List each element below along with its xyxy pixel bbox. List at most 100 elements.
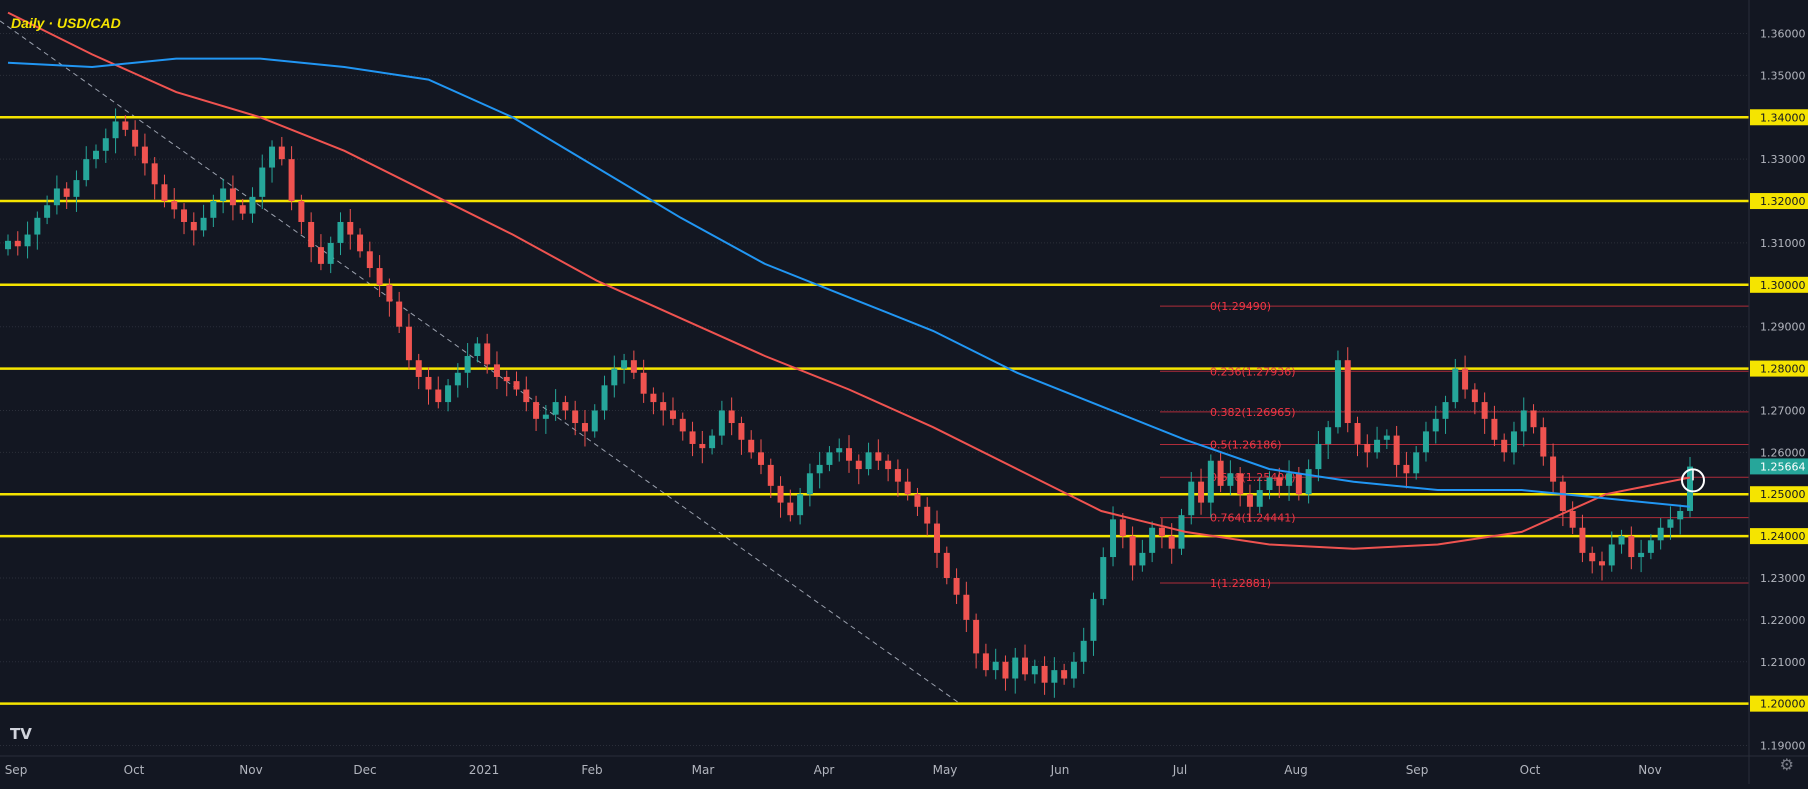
candle-body <box>1559 481 1566 511</box>
fib-level-label: 1(1.22881) <box>1210 577 1271 590</box>
candle-body <box>1246 494 1253 507</box>
time-axis-label: 2021 <box>469 763 500 777</box>
candle-body <box>229 188 236 206</box>
candle-body <box>317 247 324 264</box>
candle-body <box>337 221 344 243</box>
candle-body <box>132 129 139 147</box>
candle-body <box>1266 477 1273 491</box>
price-axis-label: 1.21000 <box>1760 656 1806 669</box>
price-axis-label: 1.32000 <box>1760 195 1806 208</box>
candle-body <box>836 448 843 453</box>
candle-body <box>572 410 579 424</box>
candle-body <box>1677 510 1684 520</box>
candle-body <box>1501 439 1508 453</box>
candle-body <box>1442 402 1449 419</box>
candle-body <box>963 594 970 620</box>
trend-line <box>0 20 961 705</box>
price-axis-label: 1.28000 <box>1760 363 1806 376</box>
candle-body <box>914 494 921 507</box>
candle-body <box>1051 670 1058 683</box>
time-axis-label: Nov <box>239 763 262 777</box>
candle-body <box>1589 552 1596 562</box>
candle-body <box>679 418 686 432</box>
candle-body <box>1374 439 1381 453</box>
candle-body <box>1041 665 1048 683</box>
time-axis-label: Mar <box>692 763 715 777</box>
candle-body <box>1550 456 1557 482</box>
price-level-tag <box>1750 695 1808 712</box>
current-price-label: 1.25664 <box>1760 460 1806 473</box>
time-axis-label: Sep <box>5 763 28 777</box>
price-axis-label: 1.34000 <box>1760 111 1806 124</box>
candle-body <box>797 494 804 516</box>
candle-body <box>826 452 833 465</box>
candle-body <box>904 481 911 495</box>
candle-body <box>1061 670 1068 679</box>
candle-body <box>357 234 364 252</box>
candle-body <box>73 180 80 197</box>
candle-body <box>484 343 491 365</box>
candle-body <box>44 205 51 218</box>
price-level-tag <box>1750 193 1808 210</box>
candle-body <box>1325 427 1332 444</box>
candle-body <box>1305 469 1312 495</box>
candle-body <box>1540 427 1547 457</box>
candle-body <box>269 146 276 168</box>
candle-body <box>611 368 618 386</box>
candle-body <box>327 242 334 264</box>
candle-body <box>53 188 60 206</box>
gear-icon[interactable]: ⚙ <box>1779 755 1794 774</box>
tradingview-logo[interactable]: TV <box>10 725 32 743</box>
candle-body <box>445 385 452 403</box>
candle-body <box>552 402 559 415</box>
fib-level-label: 0.236(1.27936) <box>1210 365 1296 378</box>
price-axis-label: 1.29000 <box>1760 321 1806 334</box>
candle-body <box>581 423 588 432</box>
price-axis-label: 1.27000 <box>1760 404 1806 417</box>
price-axis-label: 1.22000 <box>1760 614 1806 627</box>
candle-body <box>1295 473 1302 495</box>
candle-body <box>1315 443 1322 470</box>
time-axis-label: Nov <box>1638 763 1661 777</box>
candle-body <box>34 217 41 235</box>
time-axis-label: Aug <box>1284 763 1307 777</box>
candle-body <box>1031 665 1038 675</box>
candle-body <box>689 431 696 444</box>
moving-average-red <box>7 11 1691 550</box>
candle-body <box>249 196 256 214</box>
fib-level-label: 0.5(1.26186) <box>1210 439 1282 452</box>
candle-body <box>1462 368 1469 390</box>
candle-body <box>1158 527 1165 537</box>
candle-body <box>24 234 31 247</box>
candle-body <box>982 653 989 671</box>
candle-body <box>220 188 227 202</box>
candle-body <box>181 209 188 222</box>
candle-body <box>1012 657 1019 679</box>
price-level-tag <box>1750 360 1808 377</box>
candle-body <box>1110 519 1117 558</box>
candle-body <box>200 217 207 231</box>
price-level-tag <box>1750 486 1808 503</box>
price-axis-label: 1.19000 <box>1760 740 1806 753</box>
candle-body <box>650 393 657 403</box>
candle-body <box>621 360 628 369</box>
candle-body <box>1149 527 1156 553</box>
candle-body <box>1471 389 1478 403</box>
candle-body <box>943 552 950 578</box>
candle-body <box>757 452 764 465</box>
fib-level-label: 0.382(1.26965) <box>1210 406 1296 419</box>
fib-level-label: 0(1.29490) <box>1210 300 1271 313</box>
candle-body <box>591 410 598 432</box>
candle-body <box>435 389 442 403</box>
candle-body <box>1638 552 1645 558</box>
candle-body <box>1276 477 1283 486</box>
candle-body <box>513 381 520 390</box>
candle-body <box>1452 368 1459 403</box>
candle-body <box>1129 536 1136 566</box>
candle-body <box>1217 460 1224 486</box>
candle-body <box>1364 443 1371 453</box>
candle-body <box>1334 360 1341 428</box>
candle-body <box>718 410 725 436</box>
